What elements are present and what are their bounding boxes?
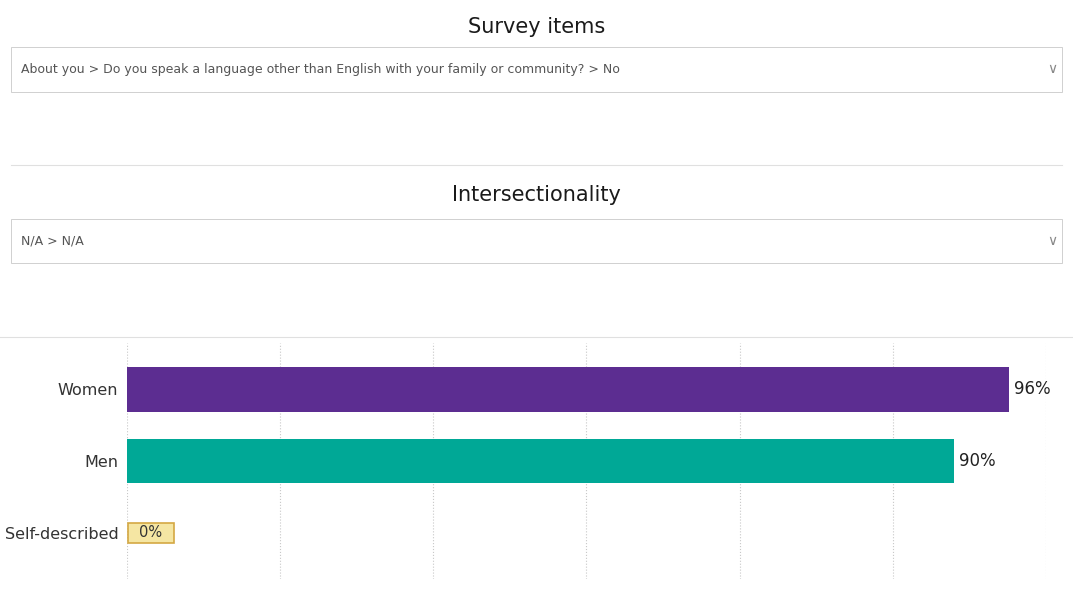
Text: About you > Do you speak a language other than English with your family or commu: About you > Do you speak a language othe… (21, 63, 620, 76)
Text: ∨: ∨ (1047, 234, 1057, 248)
Text: Survey items: Survey items (468, 17, 605, 37)
Text: ∨: ∨ (1047, 63, 1057, 76)
Bar (128, 522, 174, 543)
Bar (127, 367, 1010, 411)
Text: Intersectionality: Intersectionality (452, 185, 621, 205)
Text: 90%: 90% (959, 452, 996, 470)
Text: 0%: 0% (139, 525, 162, 540)
Text: 96%: 96% (1014, 381, 1050, 398)
Bar (127, 439, 954, 483)
Text: N/A > N/A: N/A > N/A (21, 235, 84, 247)
